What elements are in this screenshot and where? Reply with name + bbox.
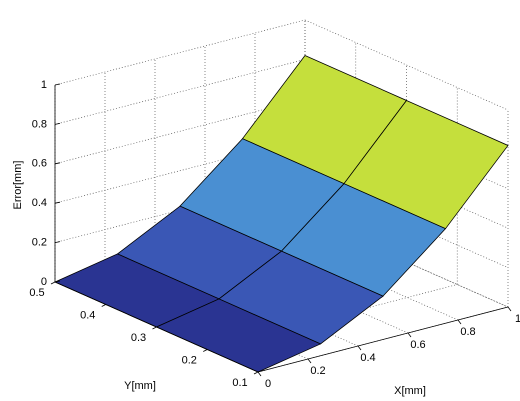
y-tick-label: 0.4 bbox=[80, 309, 95, 321]
z-tick bbox=[54, 241, 61, 243]
z-tick-label: 0.2 bbox=[32, 237, 47, 249]
grid-line bbox=[54, 137, 306, 204]
y-tick bbox=[203, 349, 208, 352]
grid-line bbox=[54, 59, 306, 125]
grid-line bbox=[304, 19, 509, 111]
y-tick-label: 0.1 bbox=[232, 377, 247, 389]
z-tick-label: 0 bbox=[41, 276, 47, 288]
z-tick bbox=[54, 162, 61, 165]
x-axis-label: X[mm] bbox=[394, 385, 426, 397]
y-axis-label: Y[mm] bbox=[124, 380, 156, 392]
z-tick-label: 0.4 bbox=[32, 197, 47, 209]
z-axis-label: Error[mm] bbox=[12, 161, 24, 210]
z-tick bbox=[54, 280, 61, 283]
y-tick-label: 0.3 bbox=[131, 332, 146, 344]
x-tick bbox=[257, 371, 262, 377]
y-tick-label: 0.5 bbox=[29, 287, 44, 299]
y-tick bbox=[101, 304, 106, 307]
y-tick bbox=[253, 371, 259, 375]
x-tick bbox=[457, 319, 462, 325]
x-tick bbox=[357, 345, 362, 351]
x-tick bbox=[307, 358, 312, 364]
grid-line bbox=[54, 19, 306, 86]
z-tick bbox=[54, 201, 61, 204]
y-tick-label: 0.2 bbox=[182, 354, 197, 366]
x-tick-label: 0.6 bbox=[410, 339, 425, 351]
z-tick bbox=[54, 123, 61, 125]
z-tick-label: 0.6 bbox=[32, 158, 47, 170]
x-tick bbox=[407, 332, 412, 338]
x-axis bbox=[257, 306, 509, 373]
x-tick-label: 0.8 bbox=[460, 326, 475, 338]
y-tick bbox=[50, 281, 56, 285]
x-tick-label: 0.4 bbox=[360, 352, 375, 364]
y-tick bbox=[152, 326, 157, 330]
x-tick-label: 0 bbox=[265, 378, 271, 390]
x-tick bbox=[507, 306, 512, 312]
grid-line bbox=[54, 98, 306, 165]
x-tick-label: 0.2 bbox=[310, 365, 325, 377]
x-tick-label: 1 bbox=[515, 313, 520, 325]
z-tick bbox=[54, 83, 61, 86]
z-tick-label: 0.8 bbox=[32, 118, 47, 130]
z-tick-label: 1 bbox=[41, 79, 47, 91]
